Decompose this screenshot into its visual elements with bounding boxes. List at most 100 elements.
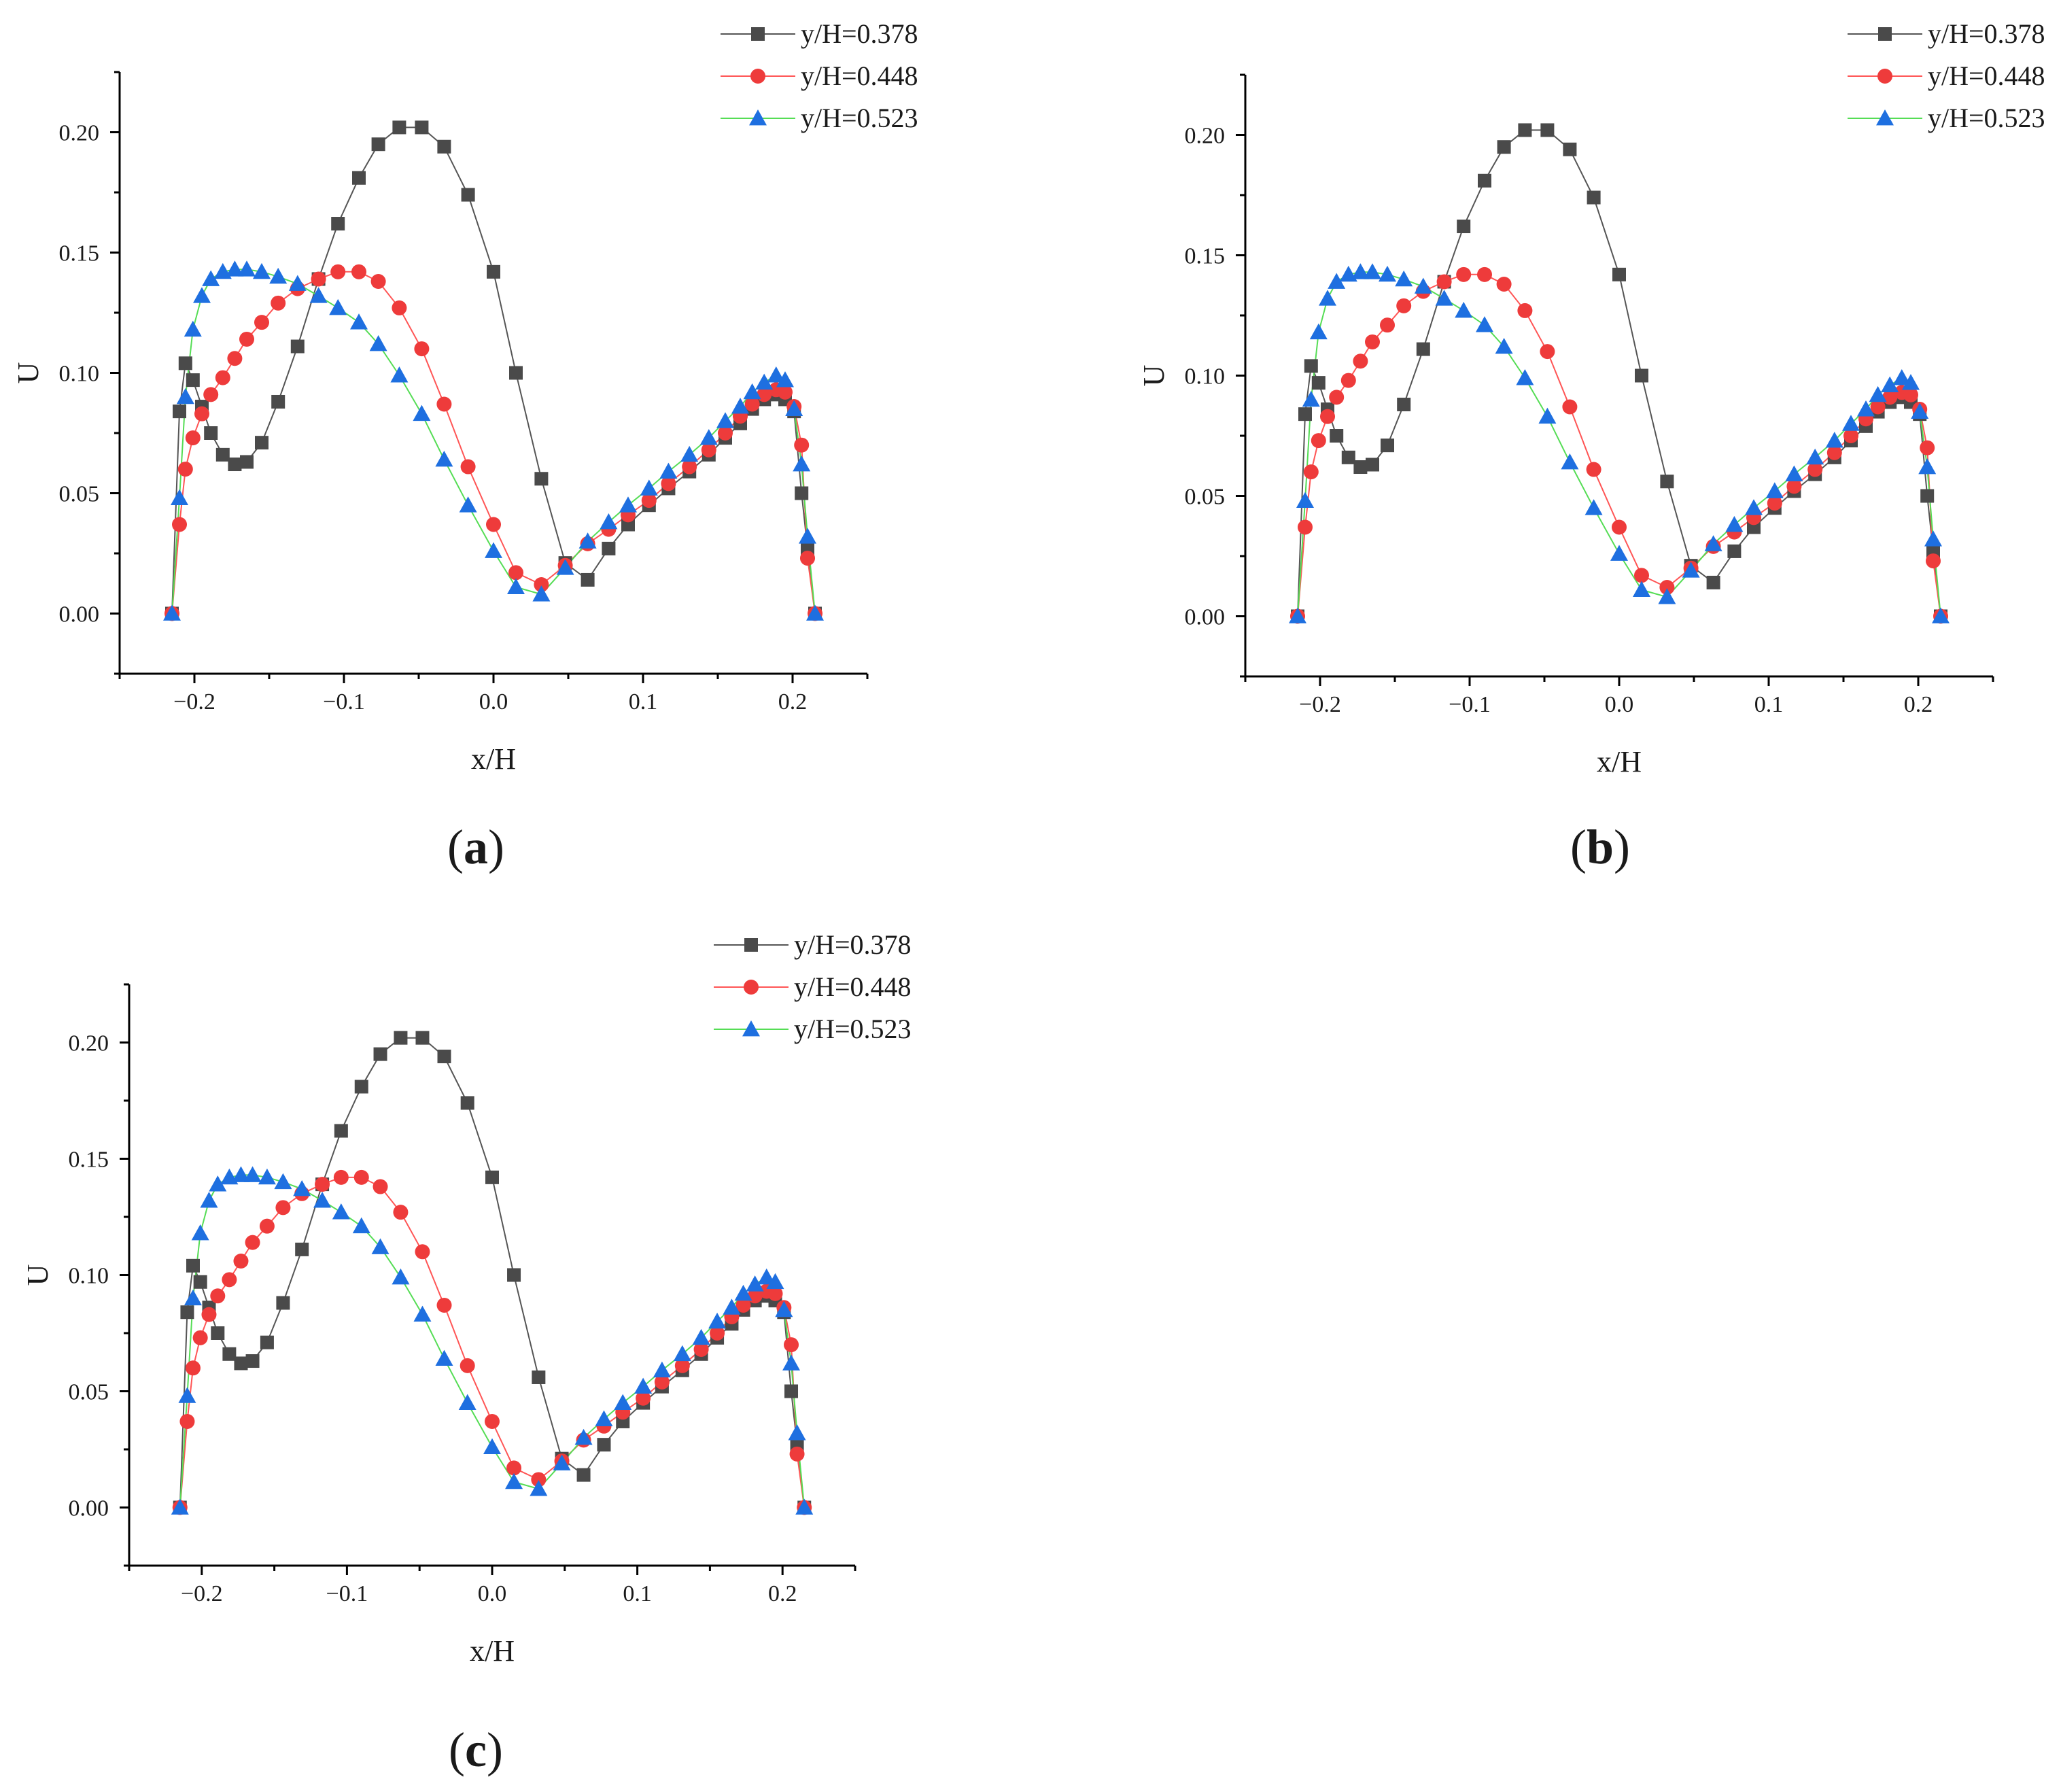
data-point: [505, 1472, 523, 1489]
legend-label: y/H=0.523: [794, 1014, 912, 1044]
x-tick-label: −0.2: [1299, 692, 1341, 717]
data-point: [1456, 266, 1472, 282]
data-point: [1353, 354, 1368, 369]
panel-label-open: (: [449, 1723, 465, 1777]
y-tick-label: 0.05: [69, 1380, 109, 1405]
data-point: [1351, 263, 1370, 279]
data-point: [370, 273, 386, 289]
data-point: [1395, 270, 1413, 287]
data-point: [789, 1446, 805, 1462]
data-point: [253, 262, 271, 279]
panel-label-open: (: [447, 820, 464, 874]
data-point: [238, 260, 256, 277]
data-point: [530, 1480, 548, 1496]
data-point: [204, 426, 218, 440]
data-point: [1869, 385, 1887, 402]
data-point: [578, 532, 597, 549]
data-point: [778, 384, 793, 400]
data-point: [184, 1289, 202, 1306]
panel-label-letter: b: [1587, 820, 1614, 874]
data-point: [233, 1253, 249, 1269]
data-point: [243, 1166, 262, 1182]
series-line: [171, 126, 816, 614]
data-point: [708, 1312, 727, 1329]
chart-panel-c: 0.00 0.05 0.10 0.15 0.20 −0.2 −0.1 0.0 0.1 0.2 x/H…: [21, 929, 912, 1777]
data-point: [735, 1297, 751, 1313]
data-point: [1587, 190, 1601, 205]
data-point: [215, 447, 230, 462]
data-point: [413, 404, 431, 421]
data-point: [1379, 265, 1396, 282]
data-point: [1320, 409, 1335, 424]
data-point: [259, 1218, 275, 1234]
data-point: [534, 472, 549, 486]
data-point: [185, 1360, 201, 1376]
y-tick-label: 0.00: [1185, 605, 1226, 630]
y-tick-label: 0.15: [1185, 244, 1226, 269]
data-point: [232, 1166, 250, 1182]
data-point: [392, 300, 407, 315]
data-point: [352, 1217, 370, 1234]
data-point: [353, 1169, 369, 1185]
data-point: [255, 436, 269, 450]
data-point: [1311, 433, 1326, 449]
data-point: [766, 1273, 784, 1290]
data-point: [693, 1341, 709, 1357]
data-point: [185, 430, 201, 446]
data-point: [1633, 581, 1650, 597]
data-point: [597, 1438, 611, 1452]
data-point: [776, 371, 794, 387]
data-point: [200, 1192, 218, 1208]
data-point: [1902, 374, 1920, 390]
data-point: [1634, 568, 1649, 583]
data-point: [640, 479, 658, 496]
data-point: [271, 394, 285, 409]
data-point: [334, 1124, 348, 1138]
data-point: [271, 295, 286, 311]
data-point: [290, 339, 305, 354]
data-point: [795, 1498, 814, 1515]
data-point: [1659, 580, 1675, 596]
data-point: [1330, 429, 1344, 443]
data-point: [1477, 266, 1492, 282]
panel-label-letter: a: [464, 820, 488, 874]
y-tick-label: 0.10: [69, 1264, 109, 1289]
data-point: [1340, 373, 1356, 388]
panel-label-close: ): [1614, 820, 1630, 874]
series-2-markers: [1290, 266, 1948, 624]
data-point: [793, 455, 811, 472]
data-point: [595, 1410, 613, 1426]
data-point: [1397, 397, 1411, 411]
data-point: [619, 496, 637, 513]
data-point: [351, 264, 366, 279]
data-point: [506, 1460, 522, 1476]
data-point: [1396, 298, 1412, 313]
data-point: [731, 398, 749, 414]
series-3-markers: [1289, 263, 1950, 623]
data-point: [775, 1300, 793, 1317]
data-point: [1496, 276, 1512, 292]
data-point: [373, 1047, 387, 1061]
data-point: [553, 1454, 571, 1470]
data-point: [1612, 267, 1626, 281]
data-point: [276, 1296, 290, 1310]
data-point: [436, 396, 452, 412]
data-point: [532, 1370, 546, 1384]
data-point: [393, 1205, 409, 1220]
data-point: [203, 387, 219, 402]
data-point: [1495, 338, 1513, 354]
data-point: [767, 366, 785, 383]
data-point: [1563, 142, 1577, 156]
panel-label: (c): [449, 1723, 503, 1777]
legend-label: y/H=0.448: [1928, 61, 2045, 91]
y-tick-label: 0.00: [69, 1496, 109, 1521]
y-tick-label: 0.15: [69, 1148, 109, 1173]
data-point: [172, 517, 187, 532]
data-point: [1517, 303, 1533, 318]
x-tick-label: −0.1: [326, 1581, 368, 1606]
data-point: [293, 1179, 311, 1196]
data-point: [1518, 123, 1532, 137]
data-point: [211, 1326, 225, 1340]
data-point: [215, 370, 230, 385]
data-point: [782, 1354, 801, 1371]
